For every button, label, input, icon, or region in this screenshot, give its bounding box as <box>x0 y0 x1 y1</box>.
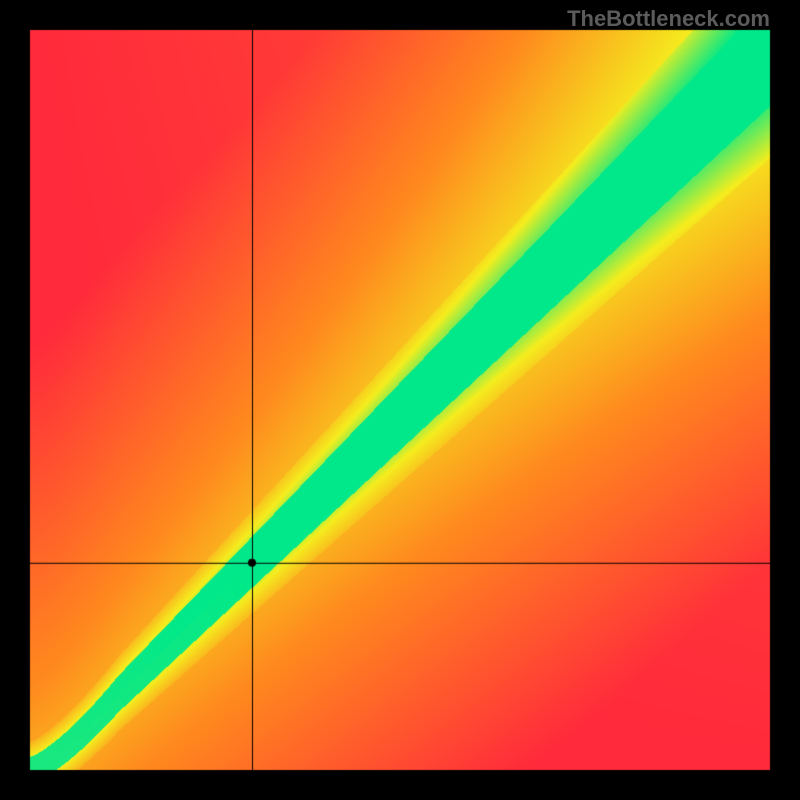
bottleneck-heatmap <box>0 0 800 800</box>
chart-container: TheBottleneck.com <box>0 0 800 800</box>
